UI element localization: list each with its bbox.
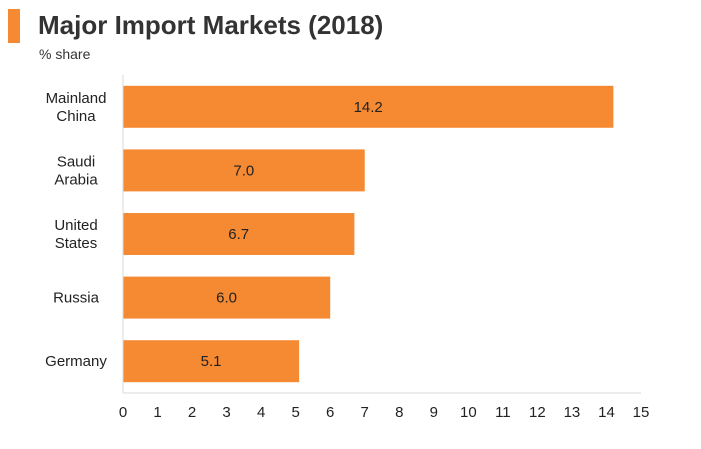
- x-tick-label-0: 0: [119, 404, 127, 421]
- x-tick-label-8: 8: [395, 404, 403, 421]
- bar-2: [123, 213, 355, 255]
- x-tick-label-14: 14: [598, 404, 615, 421]
- bar-4: [123, 340, 300, 383]
- x-tick-label-15: 15: [633, 404, 650, 421]
- x-tick-label-2: 2: [188, 404, 196, 421]
- category-label-4-line-0: Germany: [45, 353, 107, 370]
- category-label-0: Mainland China: [46, 90, 107, 125]
- x-tick-label-5: 5: [291, 404, 299, 421]
- category-label-0-line-0: Mainland: [46, 90, 107, 107]
- x-tick-label-4: 4: [257, 404, 265, 421]
- category-label-0-line-1: China: [56, 108, 96, 125]
- category-label-3-line-0: Russia: [53, 290, 100, 307]
- category-label-3: Russia: [53, 290, 100, 307]
- category-label-1: Saudi Arabia: [54, 153, 98, 188]
- x-tick-label-6: 6: [326, 404, 334, 421]
- x-tick-label-10: 10: [460, 404, 477, 421]
- x-tick-label-12: 12: [529, 404, 546, 421]
- chart-title: Major Import Markets (2018): [38, 10, 384, 40]
- category-label-2: United States: [54, 217, 97, 252]
- bar-0: [123, 85, 614, 128]
- x-tick-label-3: 3: [222, 404, 230, 421]
- title-accent-bar: [8, 9, 20, 43]
- x-tick-label-1: 1: [153, 404, 161, 421]
- value-label-1: 7.0: [233, 162, 254, 179]
- category-label-1-line-0: Saudi: [57, 153, 95, 170]
- x-tick-label-13: 13: [564, 404, 581, 421]
- value-label-2: 6.7: [228, 226, 249, 243]
- x-tick-label-7: 7: [361, 404, 369, 421]
- bar-1: [123, 149, 365, 192]
- x-tick-label-9: 9: [430, 404, 438, 421]
- value-label-3: 6.0: [216, 290, 237, 307]
- value-label-0: 14.2: [354, 99, 383, 116]
- x-tick-label-11: 11: [495, 404, 511, 421]
- bar-3: [123, 276, 331, 319]
- chart-subtitle: % share: [39, 46, 91, 62]
- category-label-4: Germany: [45, 353, 107, 370]
- value-label-4: 5.1: [201, 353, 222, 370]
- category-label-1-line-1: Arabia: [54, 171, 98, 188]
- category-label-2-line-0: United: [54, 217, 97, 234]
- category-label-2-line-1: States: [55, 235, 98, 252]
